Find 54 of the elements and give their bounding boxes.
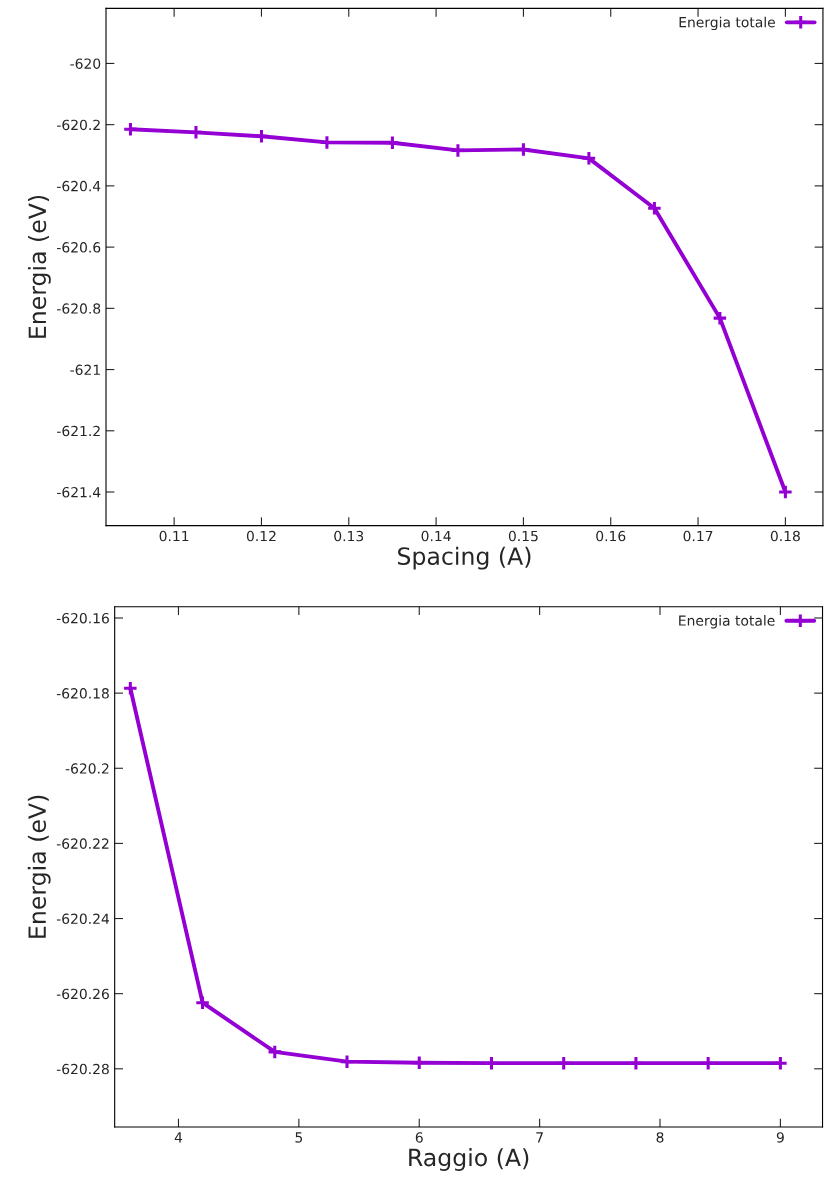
point <box>253 128 270 145</box>
y-tick-label: -620.24 <box>56 913 110 925</box>
point <box>777 484 794 500</box>
x-tick-label: 0.18 <box>770 530 800 542</box>
y-tick-label: -620.6 <box>57 242 101 253</box>
x-tick-label: 0.14 <box>421 530 451 542</box>
y-tick-label: -620.2 <box>57 119 100 131</box>
x-tick-label: 7 <box>536 1132 543 1143</box>
point <box>122 680 139 697</box>
point <box>628 1055 644 1071</box>
point <box>450 142 466 159</box>
point <box>700 1055 716 1071</box>
point <box>339 1053 355 1070</box>
point <box>581 150 597 167</box>
x-tick-label: 0.15 <box>508 530 538 542</box>
x-axis-title: Raggio (A) <box>409 1148 529 1171</box>
point <box>122 121 139 138</box>
x-axis-title: Spacing (A) <box>398 546 531 570</box>
y-tick-label: -620.28 <box>56 1063 109 1075</box>
point <box>712 310 728 326</box>
y-tick-label: -620.4 <box>57 180 101 192</box>
x-tick-label: 6 <box>415 1132 423 1143</box>
x-tick-label: 0.17 <box>683 530 713 542</box>
point <box>267 1044 283 1060</box>
x-tick-label: 8 <box>656 1132 664 1143</box>
point <box>411 1055 428 1071</box>
x-tick-label: 5 <box>295 1132 303 1143</box>
point <box>555 1055 572 1071</box>
legend-label: Energia totale <box>679 615 775 629</box>
x-tick-label: 0.16 <box>596 530 626 542</box>
point <box>194 994 211 1011</box>
y-tick-label: -621 <box>70 364 100 376</box>
y-tick-label: -620.26 <box>56 988 109 1000</box>
x-tick-label: 4 <box>174 1132 183 1143</box>
y-tick-label: -620.18 <box>56 688 109 699</box>
point <box>772 1055 789 1071</box>
y-tick-label: -620.22 <box>56 838 109 849</box>
point <box>384 134 401 151</box>
x-tick-label: 0.11 <box>159 530 189 542</box>
x-tick-label: 0.13 <box>334 530 364 542</box>
point <box>483 1055 500 1071</box>
y-tick-label: -620 <box>70 58 101 69</box>
y-tick-label: -621.4 <box>57 486 101 498</box>
x-tick-label: 0.12 <box>246 530 276 542</box>
point <box>188 124 204 141</box>
y-axis-title: Energia (eV) <box>27 795 51 938</box>
y-tick-label: -620.16 <box>56 612 109 624</box>
legend-label: Energia totale <box>679 16 775 31</box>
x-tick-label: 9 <box>776 1132 784 1143</box>
y-tick-label: -620.8 <box>57 303 101 314</box>
y-tick-label: -620.2 <box>65 763 109 774</box>
y-axis-title: Energia (eV) <box>27 195 51 338</box>
point <box>646 200 663 217</box>
y-tick-label: -621.2 <box>57 425 100 437</box>
